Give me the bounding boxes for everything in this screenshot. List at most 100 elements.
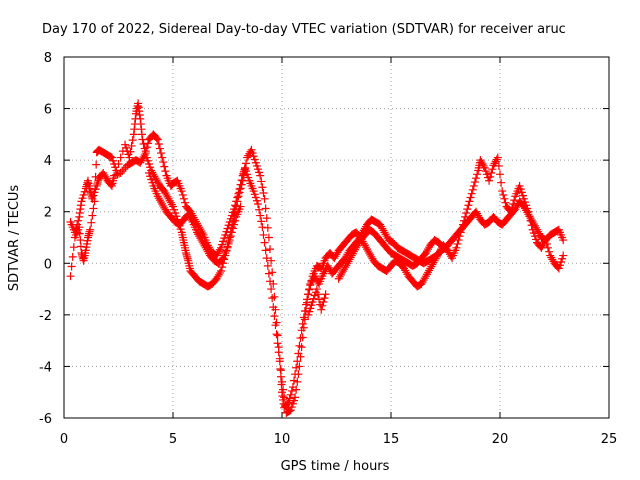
data-point bbox=[118, 167, 127, 176]
data-point bbox=[297, 343, 306, 352]
plot-frame bbox=[63, 56, 610, 419]
data-point bbox=[280, 393, 289, 402]
data-point bbox=[237, 180, 246, 189]
data-point bbox=[110, 171, 119, 180]
data-point bbox=[216, 267, 225, 276]
data-point bbox=[260, 194, 269, 203]
data-point bbox=[319, 297, 328, 306]
data-point bbox=[234, 192, 243, 201]
data-point bbox=[141, 149, 150, 158]
data-point bbox=[318, 301, 327, 310]
data-point bbox=[468, 185, 477, 194]
data-point bbox=[295, 362, 304, 371]
data-point bbox=[275, 354, 284, 363]
x-tick-label: 20 bbox=[492, 432, 509, 447]
data-point bbox=[116, 169, 125, 178]
data-point bbox=[541, 236, 550, 245]
x-tick-label: 0 bbox=[60, 432, 68, 447]
y-tick-label: 2 bbox=[44, 206, 52, 221]
data-point bbox=[236, 202, 245, 211]
data-point bbox=[292, 385, 301, 394]
data-point bbox=[160, 162, 169, 171]
data-point bbox=[267, 285, 276, 294]
data-point bbox=[456, 228, 465, 237]
data-point bbox=[74, 216, 83, 225]
data-point bbox=[91, 185, 100, 194]
data-point bbox=[66, 272, 75, 281]
data-point bbox=[304, 290, 313, 299]
data-point bbox=[500, 194, 509, 203]
data-point bbox=[215, 268, 224, 277]
data-point bbox=[88, 211, 97, 220]
data-point bbox=[226, 232, 235, 241]
data-point bbox=[272, 330, 281, 339]
data-point bbox=[296, 352, 305, 361]
data-point bbox=[542, 239, 551, 248]
data-point bbox=[92, 160, 101, 169]
data-point bbox=[559, 251, 568, 260]
data-point bbox=[235, 188, 244, 197]
data-point bbox=[140, 144, 149, 153]
data-point bbox=[177, 187, 186, 196]
data-point bbox=[114, 160, 123, 169]
y-tick-label: -2 bbox=[39, 309, 52, 324]
data-point bbox=[307, 276, 316, 285]
data-point bbox=[487, 169, 496, 178]
data-point bbox=[264, 233, 273, 242]
data-point bbox=[438, 242, 447, 251]
data-point bbox=[259, 189, 268, 198]
data-point bbox=[157, 149, 166, 158]
y-tick-label: -4 bbox=[39, 360, 52, 375]
data-point bbox=[320, 294, 329, 303]
data-point bbox=[167, 200, 176, 209]
data-point bbox=[116, 153, 125, 162]
y-tick-label: 6 bbox=[44, 103, 52, 118]
data-point bbox=[527, 221, 536, 230]
data-point bbox=[257, 217, 266, 226]
data-point bbox=[278, 377, 286, 386]
data-point bbox=[263, 261, 272, 270]
data-point bbox=[317, 305, 326, 314]
data-point bbox=[267, 256, 276, 265]
data-point bbox=[452, 243, 461, 252]
data-point bbox=[240, 165, 249, 174]
data-point bbox=[305, 285, 314, 294]
y-axis-label: SDTVAR / TECUs bbox=[7, 185, 22, 292]
data-point bbox=[545, 247, 554, 256]
data-point bbox=[312, 285, 321, 294]
data-point bbox=[492, 155, 501, 164]
data-point bbox=[256, 211, 265, 220]
y-tick-label: 8 bbox=[44, 51, 52, 66]
data-point bbox=[276, 366, 285, 375]
data-point bbox=[454, 236, 463, 245]
data-point bbox=[233, 197, 242, 206]
data-point bbox=[507, 203, 516, 212]
data-point bbox=[254, 199, 263, 208]
series-track-b bbox=[66, 99, 568, 417]
data-point bbox=[303, 298, 312, 307]
data-point bbox=[260, 238, 269, 247]
data-point bbox=[286, 390, 295, 399]
data-point bbox=[479, 161, 488, 170]
x-tick-label: 10 bbox=[274, 432, 291, 447]
data-point bbox=[261, 204, 270, 213]
data-point bbox=[285, 394, 294, 403]
data-point bbox=[215, 245, 224, 254]
data-point bbox=[159, 158, 168, 167]
data-point bbox=[494, 161, 503, 170]
data-point bbox=[218, 263, 227, 272]
data-point bbox=[299, 313, 308, 322]
data-point bbox=[457, 224, 466, 233]
data-point bbox=[119, 165, 128, 174]
data-point bbox=[187, 216, 196, 225]
data-point bbox=[315, 295, 324, 304]
data-point bbox=[506, 207, 515, 216]
data-point bbox=[291, 393, 300, 402]
data-point bbox=[263, 223, 272, 232]
data-point bbox=[298, 319, 307, 328]
data-point bbox=[223, 243, 232, 252]
data-point bbox=[473, 170, 482, 179]
data-point bbox=[299, 323, 308, 332]
data-point bbox=[273, 331, 282, 340]
data-point bbox=[238, 176, 247, 185]
